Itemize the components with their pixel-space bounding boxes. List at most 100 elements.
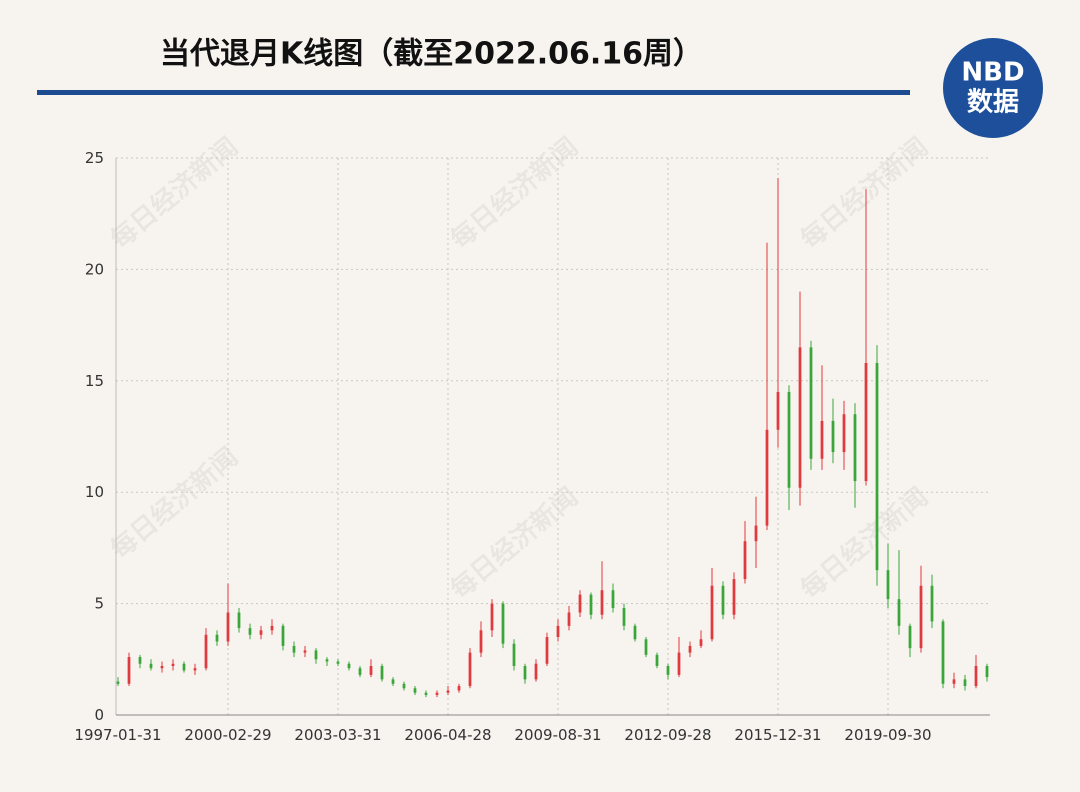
candle-body (468, 652, 472, 687)
candle-body (897, 599, 901, 626)
watermark: 每日经济新闻 (105, 131, 244, 255)
y-tick-label: 10 (85, 483, 104, 501)
candle-body (842, 414, 846, 453)
x-tick-label: 2015-12-31 (734, 726, 821, 744)
candle-body (699, 639, 703, 646)
candle-body (369, 665, 373, 675)
title: 当代退月K线图（截至2022.06.16周） (160, 37, 703, 72)
candle-body (380, 665, 384, 680)
x-tick-label: 2009-08-31 (514, 726, 601, 744)
candle-body (710, 585, 714, 640)
candle-body (677, 652, 681, 675)
y-tick-label: 15 (85, 372, 104, 390)
candle-body (611, 590, 615, 609)
candle-body (776, 391, 780, 430)
candle-body (446, 690, 450, 693)
candle-body (765, 429, 769, 526)
y-tick-label: 25 (85, 149, 104, 167)
candle-body (556, 625, 560, 638)
candle-body (138, 657, 142, 664)
candle-body (633, 625, 637, 640)
candle-body (545, 637, 549, 664)
candle-body (864, 362, 868, 482)
candle-body (182, 663, 186, 671)
candle-body (787, 391, 791, 488)
candle-body (358, 668, 362, 675)
candle-body (908, 625, 912, 649)
candle-body (215, 634, 219, 642)
candle-body (336, 661, 340, 664)
candle-body (853, 414, 857, 482)
candle-body (479, 630, 483, 653)
y-tick-label: 5 (94, 595, 104, 613)
candle-body (798, 347, 802, 488)
candle-body (534, 663, 538, 680)
x-tick-label: 2003-03-31 (294, 726, 381, 744)
watermark: 每日经济新闻 (795, 131, 934, 255)
candle-body (435, 692, 439, 695)
candle-body (391, 679, 395, 684)
candle-body (270, 625, 274, 631)
candle-body (424, 692, 428, 695)
candle-body (952, 679, 956, 684)
candle-body (226, 612, 230, 642)
candle-body (622, 608, 626, 626)
candle-body (171, 663, 175, 666)
candle-body (963, 679, 967, 687)
candle-body (512, 643, 516, 666)
x-tick-label: 2012-09-28 (624, 726, 711, 744)
candle-body (413, 688, 417, 693)
logo-badge (943, 38, 1043, 138)
x-tick-label: 2019-09-30 (844, 726, 931, 744)
candle-body (325, 659, 329, 662)
candle-body (886, 570, 890, 600)
candle-body (875, 362, 879, 571)
watermarks: 每日经济新闻 每日经济新闻 每日经济新闻 每日经济新闻 每日经济新闻 每日经济新… (105, 131, 934, 605)
candle-body (644, 639, 648, 655)
candle-body (820, 420, 824, 459)
candle-body (259, 630, 263, 635)
candle-body (303, 650, 307, 653)
candle-body (193, 668, 197, 671)
watermark: 每日经济新闻 (795, 481, 934, 605)
candle-body (974, 665, 978, 687)
candle-body (919, 585, 923, 649)
candle-body (501, 603, 505, 644)
candle-body (941, 621, 945, 684)
candle-body (743, 541, 747, 580)
watermark: 每日经济新闻 (445, 481, 584, 605)
candle-body (578, 594, 582, 613)
candle-body (567, 612, 571, 626)
y-tick-label: 20 (85, 260, 104, 278)
candle-body (314, 650, 318, 660)
candle-body (523, 665, 527, 680)
candle-body (457, 686, 461, 691)
plot: 0 5 10 15 20 25 1997-01-31 2000-02-29 2003-03-31… (74, 149, 990, 744)
x-tick-label: 1997-01-31 (74, 726, 161, 744)
candle-body (402, 683, 406, 689)
candle-body (985, 665, 989, 678)
logo-brand: NBD (961, 58, 1024, 88)
candle-body (831, 420, 835, 453)
candle-body (248, 628, 252, 635)
candle-body (600, 590, 604, 615)
candle-body (688, 645, 692, 653)
candle-body (347, 663, 351, 669)
candle-body (292, 645, 296, 653)
candle-body (204, 634, 208, 669)
candle-body (116, 681, 120, 684)
candle-body (809, 347, 813, 459)
candle-body (721, 585, 725, 615)
candle-body (160, 665, 164, 669)
candle-body (281, 625, 285, 646)
candle-body (127, 657, 131, 684)
candle-body (666, 665, 670, 675)
candle-body (754, 525, 758, 542)
logo-sub: 数据 (967, 88, 1019, 118)
watermark: 每日经济新闻 (445, 131, 584, 255)
x-tick-label: 2006-04-28 (404, 726, 491, 744)
title-rule (37, 90, 910, 95)
candle-body (655, 654, 659, 666)
candle-body (732, 579, 736, 615)
